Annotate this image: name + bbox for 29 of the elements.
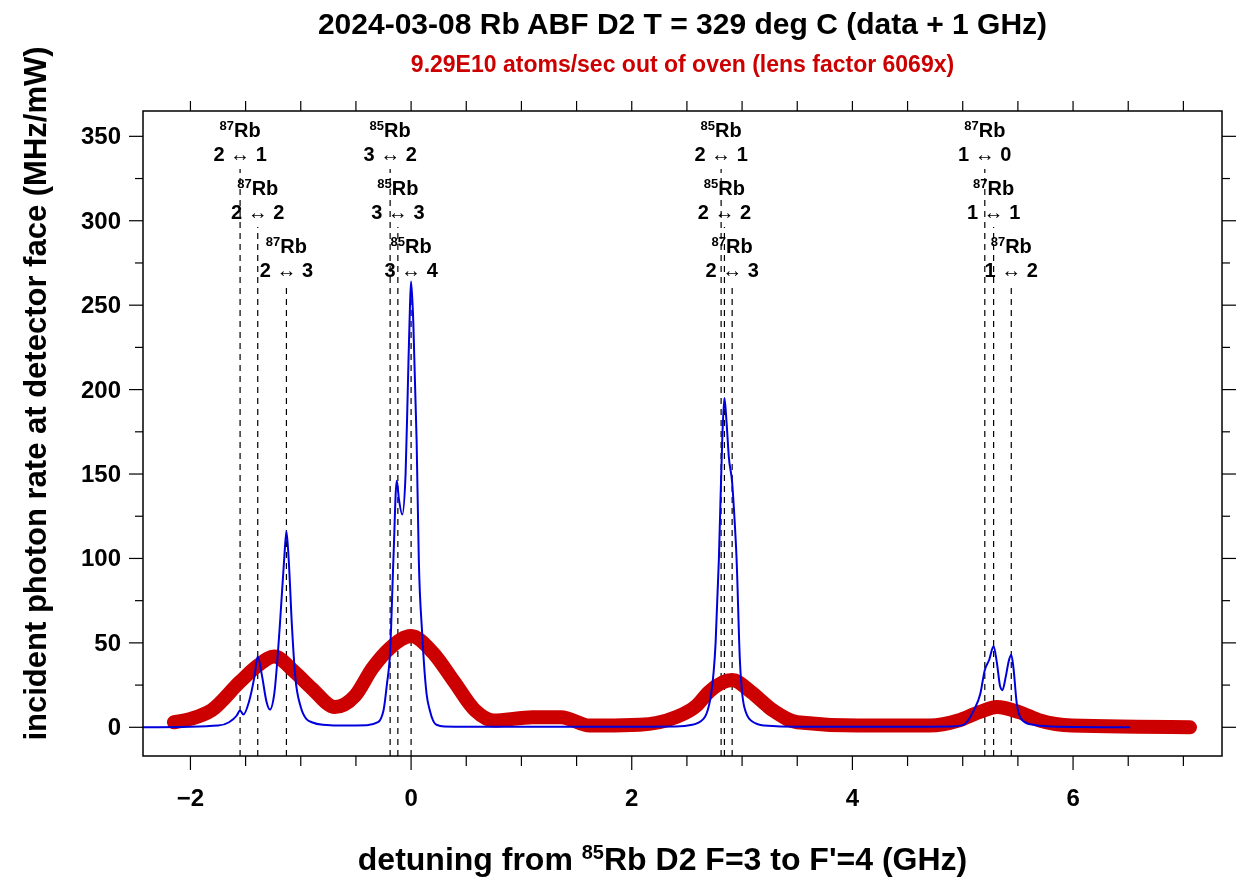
ref-line-label: $^{87}$Rb 2 ↔ 2 <box>231 175 285 223</box>
x-tick-label: 6 <box>1066 784 1080 811</box>
chart-title: 2024-03-08 Rb ABF D2 T = 329 deg C (data + 1 GHz) <box>317 7 1048 40</box>
ref-line-label: $^{87}$Rb 2 ↔ 1 <box>213 117 267 165</box>
ref-line-label: $^{87}$Rb 1 ↔ 0 <box>958 117 1012 165</box>
x-tick-label: −2 <box>176 784 205 811</box>
ref-line-label: $^{87}$Rb 2 ↔ 3 <box>259 233 314 281</box>
ref-line-label: $^{85}$Rb 3 ↔ 3 <box>371 175 425 223</box>
y-tick-label: 50 <box>94 628 121 656</box>
ref-line-label: $^{85}$Rb 3 ↔ 4 <box>384 233 439 281</box>
y-axis-title: incident photon rate at detector face (MHz/mW) <box>18 46 53 741</box>
y-tick-label: 0 <box>107 713 121 741</box>
x-axis-title: detuning from $^{85}$Rb D2 F=3 to F'=4 (GHz) <box>357 841 968 877</box>
y-tick-label: 250 <box>80 291 121 319</box>
ref-line-label: $^{85}$Rb 2 ↔ 2 <box>697 175 752 223</box>
y-tick-label: 350 <box>80 122 121 150</box>
x-tick-label: 2 <box>625 784 639 811</box>
y-tick-label: 100 <box>80 544 121 572</box>
ref-line-label: $^{85}$Rb 3 ↔ 2 <box>363 117 417 165</box>
ref-line-label: $^{87}$Rb 2 ↔ 3 <box>705 233 759 281</box>
x-tick-label: 4 <box>845 784 860 811</box>
line-series <box>142 280 1131 729</box>
y-tick-label: 200 <box>80 375 121 403</box>
y-tick-label: 150 <box>80 460 121 488</box>
y-tick-label: 300 <box>80 206 121 234</box>
ref-line-label: $^{85}$Rb 2 ↔ 1 <box>694 117 748 165</box>
chart-subtitle: 9.29E10 atoms/sec out of oven (lens factor 6069x) <box>410 51 955 77</box>
ref-line-label: $^{87}$Rb 1 ↔ 1 <box>966 175 1021 223</box>
x-tick-label: 0 <box>404 784 418 811</box>
